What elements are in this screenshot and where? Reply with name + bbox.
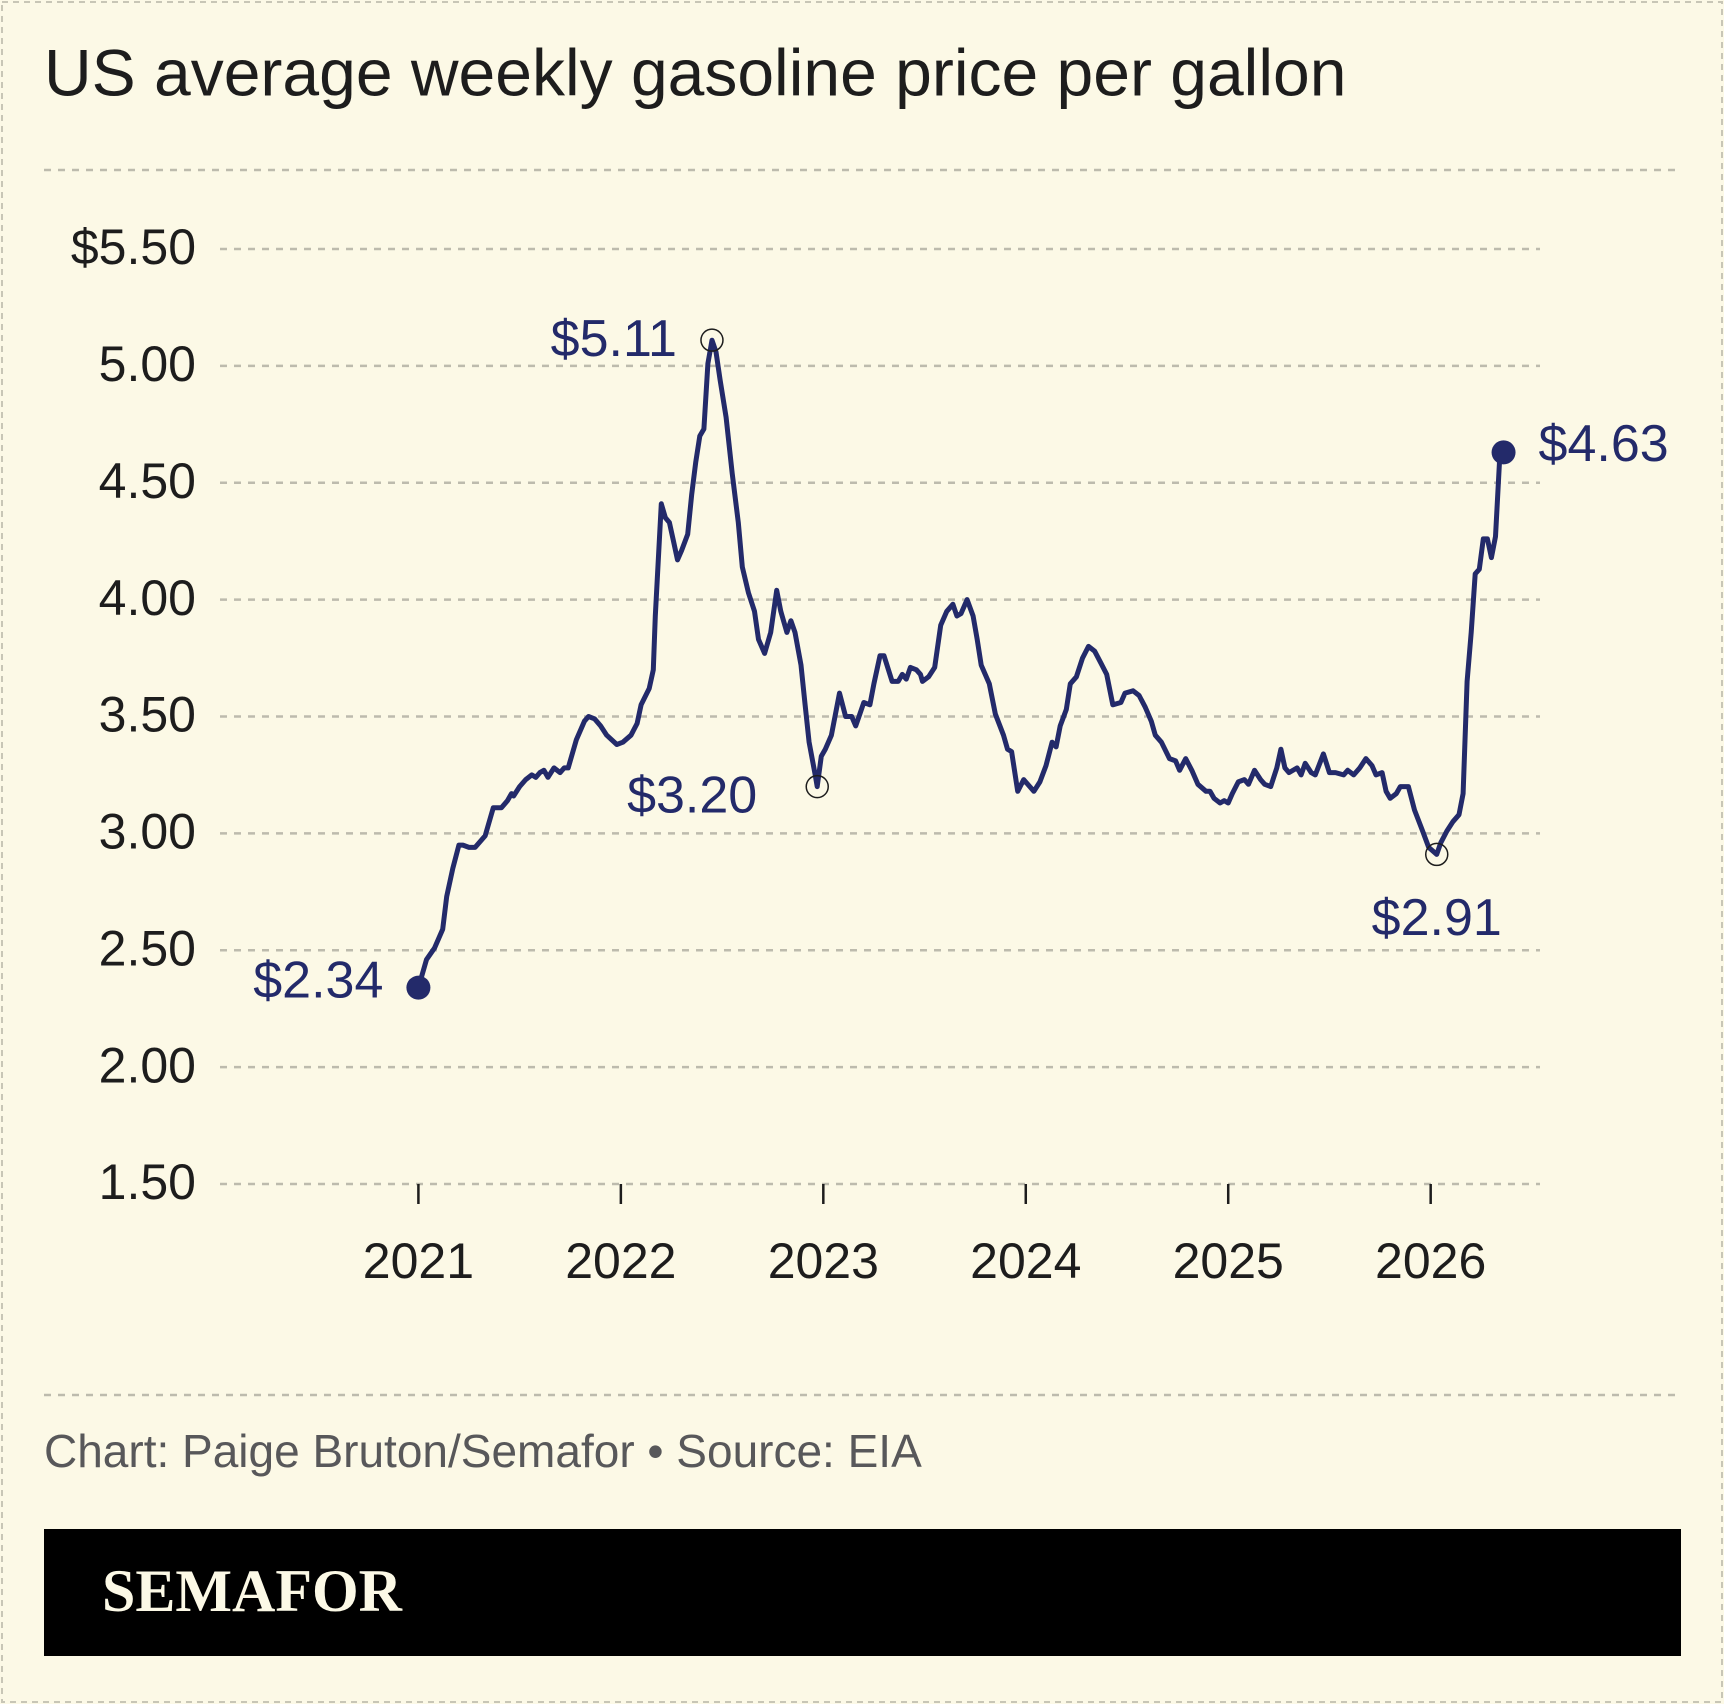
source-note: Chart: Paige Bruton/Semafor • Source: EI… — [44, 1425, 922, 1477]
annotation-label: $2.91 — [1372, 889, 1502, 947]
y-tick-label: 3.00 — [99, 804, 196, 860]
y-tick-label: 5.00 — [99, 336, 196, 392]
x-tick-label: 2026 — [1375, 1233, 1486, 1289]
brand: SEMAFOR — [102, 1558, 403, 1624]
annotation-label: $2.34 — [253, 951, 383, 1009]
annotation-label: $5.11 — [551, 310, 677, 368]
y-tick-label: $5.50 — [71, 219, 196, 275]
chart-title: US average weekly gasoline price per gal… — [44, 35, 1346, 109]
y-tick-label: 1.50 — [99, 1154, 196, 1210]
annotation-marker — [1424, 842, 1449, 867]
x-tick-label: 2023 — [768, 1233, 879, 1289]
annotation-marker — [700, 328, 724, 352]
y-tick-label: 4.00 — [99, 570, 196, 626]
annotation-marker — [805, 774, 829, 799]
y-tick-label: 3.50 — [99, 687, 196, 743]
price-line — [415, 337, 1506, 989]
x-tick-label: 2025 — [1173, 1233, 1284, 1289]
x-tick-label: 2021 — [363, 1233, 474, 1289]
x-tick-label: 2024 — [970, 1233, 1081, 1289]
brand-bar — [44, 1529, 1681, 1656]
annotation-marker — [406, 975, 431, 1000]
annotation-label: $4.63 — [1539, 415, 1669, 473]
y-tick-label: 2.00 — [99, 1037, 196, 1093]
x-tick-label: 2022 — [565, 1233, 676, 1289]
y-tick-label: 2.50 — [99, 920, 196, 976]
annotation-marker — [1491, 440, 1516, 465]
y-tick-label: 4.50 — [99, 453, 196, 509]
annotation-label: $3.20 — [627, 766, 757, 824]
